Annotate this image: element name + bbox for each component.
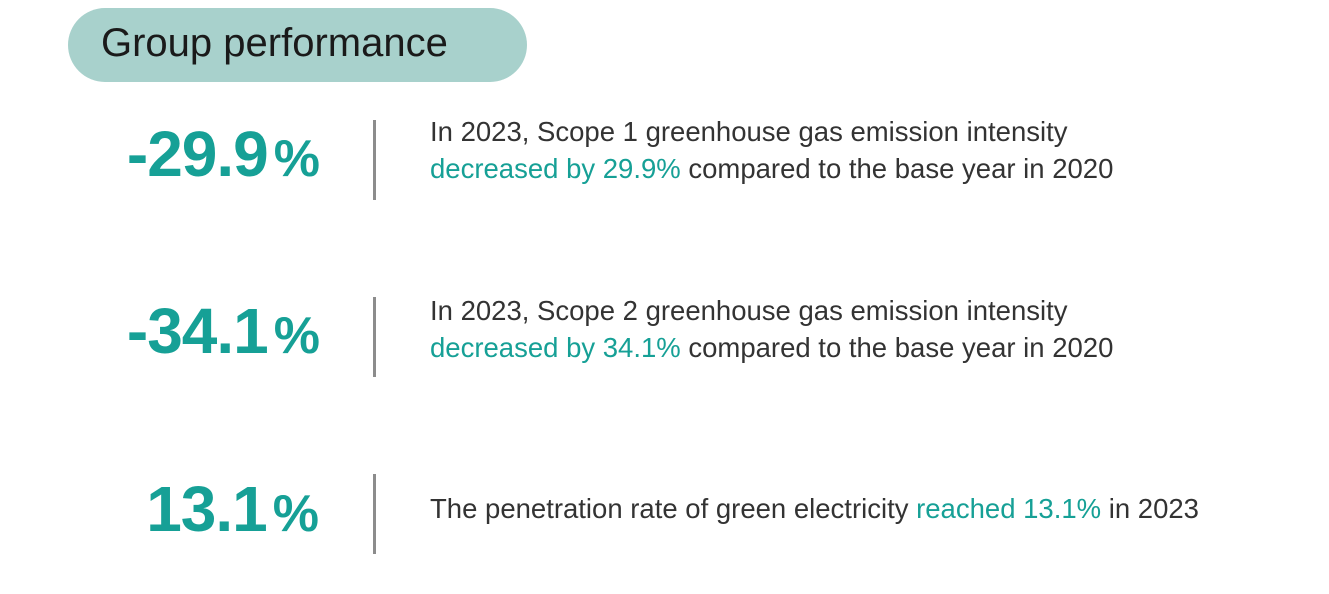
stat-description: In 2023, Scope 2 greenhouse gas emission… — [430, 292, 1290, 366]
stat-row-scope1: -29.9% In 2023, Scope 1 greenhouse gas e… — [0, 116, 1329, 202]
desc-highlight: decreased by 29.9% — [430, 153, 681, 184]
desc-text: In 2023, Scope 2 greenhouse gas emission… — [430, 295, 1068, 326]
desc-text: compared to the base year in 2020 — [680, 332, 1114, 363]
desc-highlight: reached 13.1% — [916, 493, 1102, 524]
stat-description: The penetration rate of green electricit… — [430, 490, 1250, 527]
desc-text: compared to the base year in 2020 — [680, 153, 1114, 184]
stat-unit: % — [272, 485, 319, 543]
divider — [373, 474, 376, 554]
stat-row-scope2: -34.1% In 2023, Scope 2 greenhouse gas e… — [0, 295, 1329, 379]
desc-text: In 2023, Scope 1 greenhouse gas emission… — [430, 116, 1068, 147]
stat-row-green-electricity: 13.1% The penetration rate of green elec… — [0, 474, 1329, 556]
stat-value: -34.1% — [0, 299, 340, 363]
divider — [373, 297, 376, 377]
stat-value: -29.9% — [0, 122, 340, 186]
page-title: Group performance — [101, 21, 448, 65]
stat-unit: % — [273, 130, 320, 188]
stat-number: -29.9 — [126, 118, 269, 190]
stat-number: -34.1 — [126, 295, 269, 367]
desc-text: The penetration rate of green electricit… — [430, 493, 917, 524]
desc-text: in 2023 — [1101, 493, 1199, 524]
stat-description: In 2023, Scope 1 greenhouse gas emission… — [430, 113, 1290, 187]
divider — [373, 120, 376, 200]
stat-unit: % — [273, 307, 320, 365]
stat-value: 13.1% — [0, 477, 335, 541]
section-title-pill: Group performance — [68, 8, 527, 82]
desc-highlight: decreased by 34.1% — [430, 332, 681, 363]
stat-number: 13.1 — [146, 473, 268, 545]
